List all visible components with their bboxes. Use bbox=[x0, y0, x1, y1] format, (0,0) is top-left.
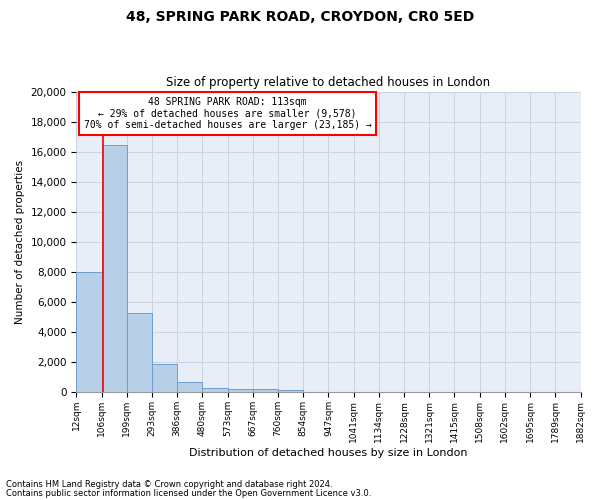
Bar bbox=[76, 272, 101, 392]
Y-axis label: Number of detached properties: Number of detached properties bbox=[15, 160, 25, 324]
Text: Contains public sector information licensed under the Open Government Licence v3: Contains public sector information licen… bbox=[6, 488, 371, 498]
X-axis label: Distribution of detached houses by size in London: Distribution of detached houses by size … bbox=[189, 448, 468, 458]
Title: Size of property relative to detached houses in London: Size of property relative to detached ho… bbox=[166, 76, 491, 90]
Text: 48 SPRING PARK ROAD: 113sqm
← 29% of detached houses are smaller (9,578)
70% of : 48 SPRING PARK ROAD: 113sqm ← 29% of det… bbox=[83, 96, 371, 130]
Bar bbox=[202, 388, 227, 392]
Bar bbox=[177, 382, 202, 392]
Text: 48, SPRING PARK ROAD, CROYDON, CR0 5ED: 48, SPRING PARK ROAD, CROYDON, CR0 5ED bbox=[126, 10, 474, 24]
Bar bbox=[253, 389, 278, 392]
Bar bbox=[278, 390, 303, 392]
Bar bbox=[127, 312, 152, 392]
Bar bbox=[152, 364, 177, 392]
Bar bbox=[101, 144, 127, 392]
Bar bbox=[227, 389, 253, 392]
Text: Contains HM Land Registry data © Crown copyright and database right 2024.: Contains HM Land Registry data © Crown c… bbox=[6, 480, 332, 489]
